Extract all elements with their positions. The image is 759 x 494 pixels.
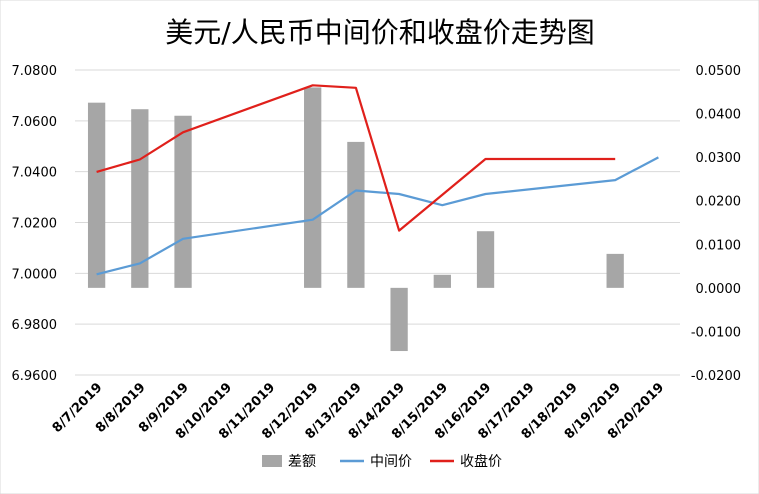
bar	[433, 274, 451, 288]
y-left-tick-label: 7.0600	[12, 115, 58, 130]
y-right-tick-label: -0.0100	[691, 325, 741, 340]
series-line	[96, 156, 659, 276]
line-series	[96, 84, 659, 276]
legend-label: 中间价	[370, 454, 412, 470]
y-axis-left: 6.9600 6.9800 7.0000 7.0200 7.0400 7.0600 7.08…	[12, 64, 58, 384]
bar	[131, 109, 149, 288]
legend-label: 差额	[288, 454, 316, 470]
y-right-tick-label: 0.0200	[696, 195, 742, 210]
legend-label: 收盘价	[460, 453, 502, 470]
bar	[390, 287, 408, 352]
y-left-tick-label: 6.9600	[12, 369, 58, 384]
chart-title: 美元/人民币中间价和收盘价走势图	[165, 16, 594, 49]
y-left-tick-label: 7.0400	[12, 166, 58, 181]
y-left-tick-label: 7.0000	[12, 267, 58, 282]
y-left-tick-label: 7.0800	[12, 64, 58, 79]
y-right-tick-label: 0.0100	[696, 238, 742, 253]
y-right-tick-label: 0.0300	[696, 151, 742, 166]
bar	[476, 231, 495, 288]
bar	[174, 115, 192, 288]
bar	[347, 141, 365, 288]
y-left-tick-label: 6.9800	[12, 318, 58, 333]
y-right-tick-label: 0.0000	[696, 282, 742, 297]
series-line	[96, 84, 616, 232]
y-left-tick-label: 7.0200	[12, 217, 58, 232]
y-right-tick-label: -0.0200	[691, 369, 741, 384]
bar	[87, 102, 106, 288]
y-axis-right: -0.0200 -0.0100 0.0000 0.0100 0.0200 0.0300 0.…	[691, 64, 741, 384]
bar	[304, 87, 322, 288]
y-right-tick-label: 0.0400	[696, 108, 742, 123]
bar-series	[87, 87, 624, 352]
legend: 差额 中间价 收盘价	[262, 453, 502, 470]
legend-swatch	[262, 455, 282, 467]
y-right-tick-label: 0.0500	[696, 64, 742, 79]
bar	[606, 253, 624, 288]
